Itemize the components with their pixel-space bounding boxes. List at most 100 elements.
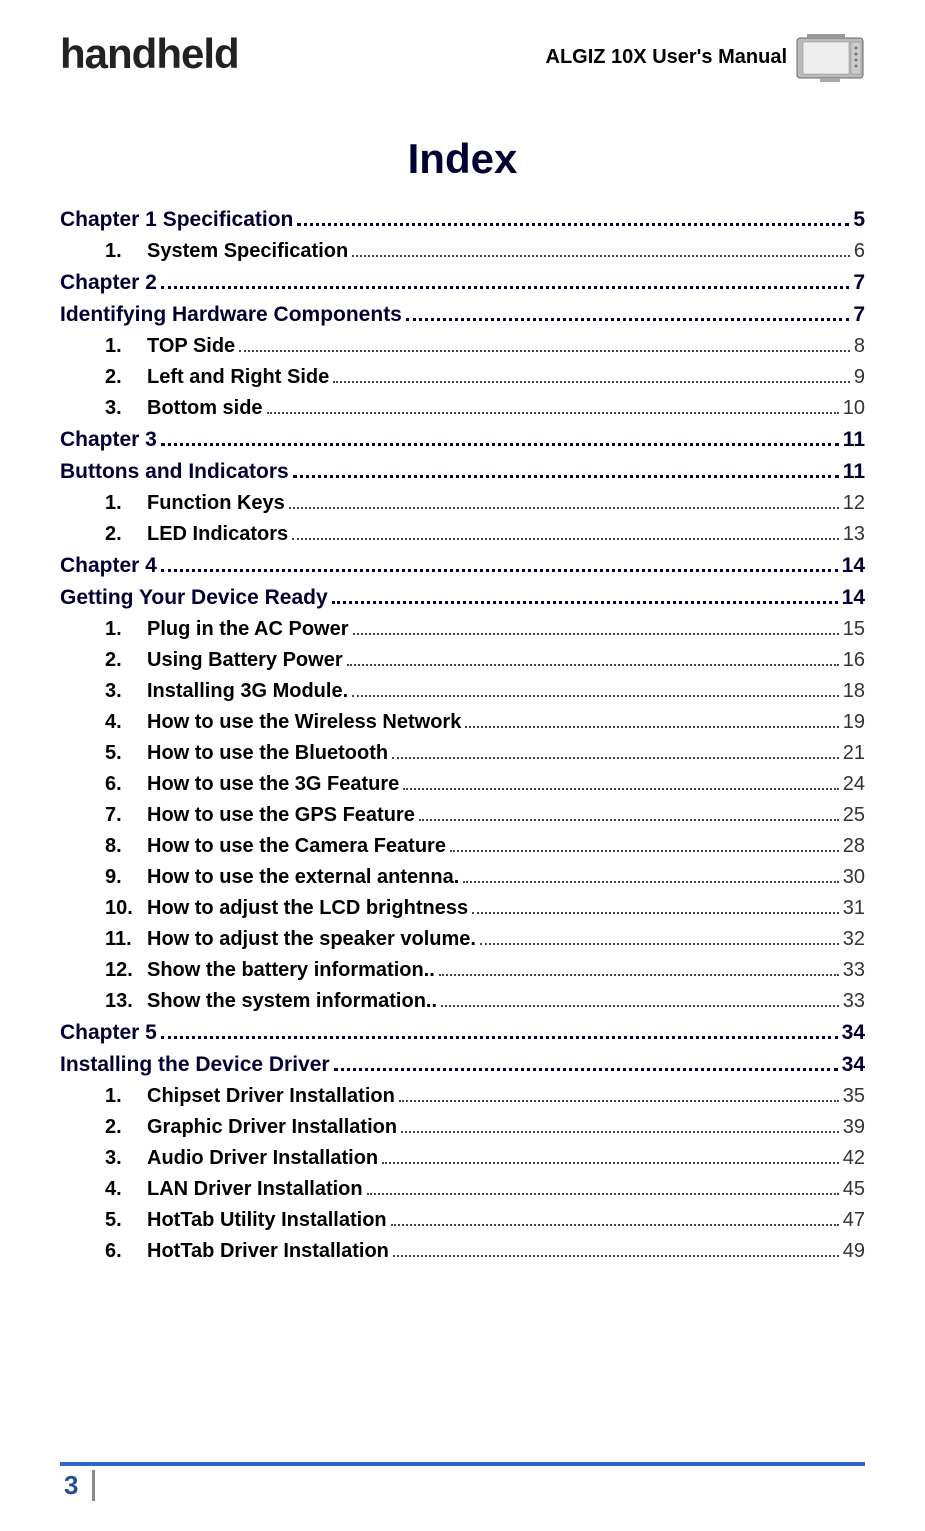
toc-chapter-page: 11 (843, 460, 865, 484)
toc-chapter-page: 5 (853, 208, 865, 232)
toc-item-number: 5. (105, 742, 147, 765)
toc-leader-dots (297, 223, 849, 226)
toc-item-number: 1. (105, 492, 147, 515)
toc-leader-dots (419, 819, 839, 821)
toc-item-label: Bottom side (147, 397, 263, 420)
toc-item-label: System Specification (147, 240, 348, 263)
toc-item: 13.Show the system information.. 33 (60, 990, 865, 1013)
toc-leader-dots (382, 1162, 839, 1164)
toc-item: 10.How to adjust the LCD brightness 31 (60, 897, 865, 920)
toc-leader-dots (334, 1068, 838, 1071)
toc-item: 1.System Specification 6 (60, 240, 865, 263)
toc-item-label: HotTab Driver Installation (147, 1240, 389, 1263)
toc-chapter: Chapter 1 Specification 5 (60, 208, 865, 232)
toc-item: 2.Left and Right Side 9 (60, 366, 865, 389)
toc-item-number: 10. (105, 897, 147, 920)
toc-item-number: 2. (105, 523, 147, 546)
toc-leader-dots (267, 412, 839, 414)
toc-leader-dots (352, 255, 850, 257)
toc-item-page: 9 (854, 366, 865, 389)
toc-leader-dots (289, 507, 839, 509)
toc-leader-dots (391, 1224, 839, 1226)
toc-leader-dots (439, 974, 839, 976)
toc-chapter-label: Chapter 4 (60, 554, 157, 578)
toc-item-page: 21 (843, 742, 865, 765)
header-right: ALGIZ 10X User's Manual (546, 30, 866, 85)
toc-item-page: 15 (843, 618, 865, 641)
toc-leader-dots (480, 943, 839, 945)
toc-item-page: 49 (843, 1240, 865, 1263)
header: handheld ALGIZ 10X User's Manual (60, 30, 865, 85)
toc-leader-dots (332, 601, 838, 604)
toc-item-page: 31 (843, 897, 865, 920)
toc-item-label: LED Indicators (147, 523, 288, 546)
toc-chapter: Chapter 4 14 (60, 554, 865, 578)
toc-chapter-label: Chapter 5 (60, 1021, 157, 1045)
toc-item-page: 33 (843, 990, 865, 1013)
toc-item: 2.Graphic Driver Installation 39 (60, 1116, 865, 1139)
toc-item-number: 11. (105, 928, 147, 951)
toc-item-number: 6. (105, 1240, 147, 1263)
toc-item-number: 2. (105, 649, 147, 672)
toc-leader-dots (465, 726, 838, 728)
toc-leader-dots (161, 286, 849, 289)
toc-item: 3.Installing 3G Module. 18 (60, 680, 865, 703)
toc-leader-dots (367, 1193, 839, 1195)
toc-chapter-label: Chapter 3 (60, 428, 157, 452)
toc-item-page: 8 (854, 335, 865, 358)
toc-item-page: 16 (843, 649, 865, 672)
toc-item-number: 4. (105, 711, 147, 734)
toc-item: 9.How to use the external antenna. 30 (60, 866, 865, 889)
page-number: 3 (60, 1470, 95, 1501)
toc-item-number: 1. (105, 240, 147, 263)
toc-item: 2.LED Indicators 13 (60, 523, 865, 546)
toc-item-number: 7. (105, 804, 147, 827)
toc-item-number: 3. (105, 1147, 147, 1170)
toc-chapter-label: Chapter 1 Specification (60, 208, 293, 232)
toc-item: 1.Plug in the AC Power 15 (60, 618, 865, 641)
toc-leader-dots (393, 1255, 839, 1257)
toc-item-label: Installing 3G Module. (147, 680, 348, 703)
tablet-device-icon (795, 30, 865, 85)
toc-chapter-label: Getting Your Device Ready (60, 586, 328, 610)
toc-item: 1.Chipset Driver Installation 35 (60, 1085, 865, 1108)
toc-item: 6.How to use the 3G Feature 24 (60, 773, 865, 796)
toc-item-page: 42 (843, 1147, 865, 1170)
toc-item: 1.Function Keys 12 (60, 492, 865, 515)
toc-item-page: 6 (854, 240, 865, 263)
toc-leader-dots (293, 475, 839, 478)
toc-leader-dots (352, 695, 839, 697)
toc-item: 4.LAN Driver Installation 45 (60, 1178, 865, 1201)
toc-item-page: 39 (843, 1116, 865, 1139)
toc-item-label: How to adjust the LCD brightness (147, 897, 468, 920)
toc-item-page: 12 (843, 492, 865, 515)
toc-chapter: Chapter 3 11 (60, 428, 865, 452)
toc-leader-dots (472, 912, 839, 914)
toc-item-label: Audio Driver Installation (147, 1147, 378, 1170)
toc-item-number: 1. (105, 618, 147, 641)
toc-item-page: 24 (843, 773, 865, 796)
toc-item-label: Chipset Driver Installation (147, 1085, 395, 1108)
toc-leader-dots (239, 350, 850, 352)
toc-leader-dots (463, 881, 838, 883)
toc-item-page: 33 (843, 959, 865, 982)
toc-item-number: 3. (105, 680, 147, 703)
toc-chapter-page: 34 (842, 1021, 865, 1045)
toc-item: 5.How to use the Bluetooth 21 (60, 742, 865, 765)
toc-item-page: 25 (843, 804, 865, 827)
toc-item-label: How to use the Camera Feature (147, 835, 446, 858)
toc-item-label: How to use the Bluetooth (147, 742, 388, 765)
toc-leader-dots (401, 1131, 839, 1133)
toc-leader-dots (403, 788, 838, 790)
toc-item: 5.HotTab Utility Installation 47 (60, 1209, 865, 1232)
toc-item-label: Function Keys (147, 492, 285, 515)
toc-leader-dots (347, 664, 839, 666)
toc-item-page: 45 (843, 1178, 865, 1201)
toc-item: 7.How to use the GPS Feature 25 (60, 804, 865, 827)
toc-leader-dots (406, 318, 849, 321)
footer: 3 (60, 1462, 865, 1501)
toc-item-label: LAN Driver Installation (147, 1178, 363, 1201)
toc-chapter: Installing the Device Driver 34 (60, 1053, 865, 1077)
toc-leader-dots (161, 569, 838, 572)
toc-item-number: 3. (105, 397, 147, 420)
